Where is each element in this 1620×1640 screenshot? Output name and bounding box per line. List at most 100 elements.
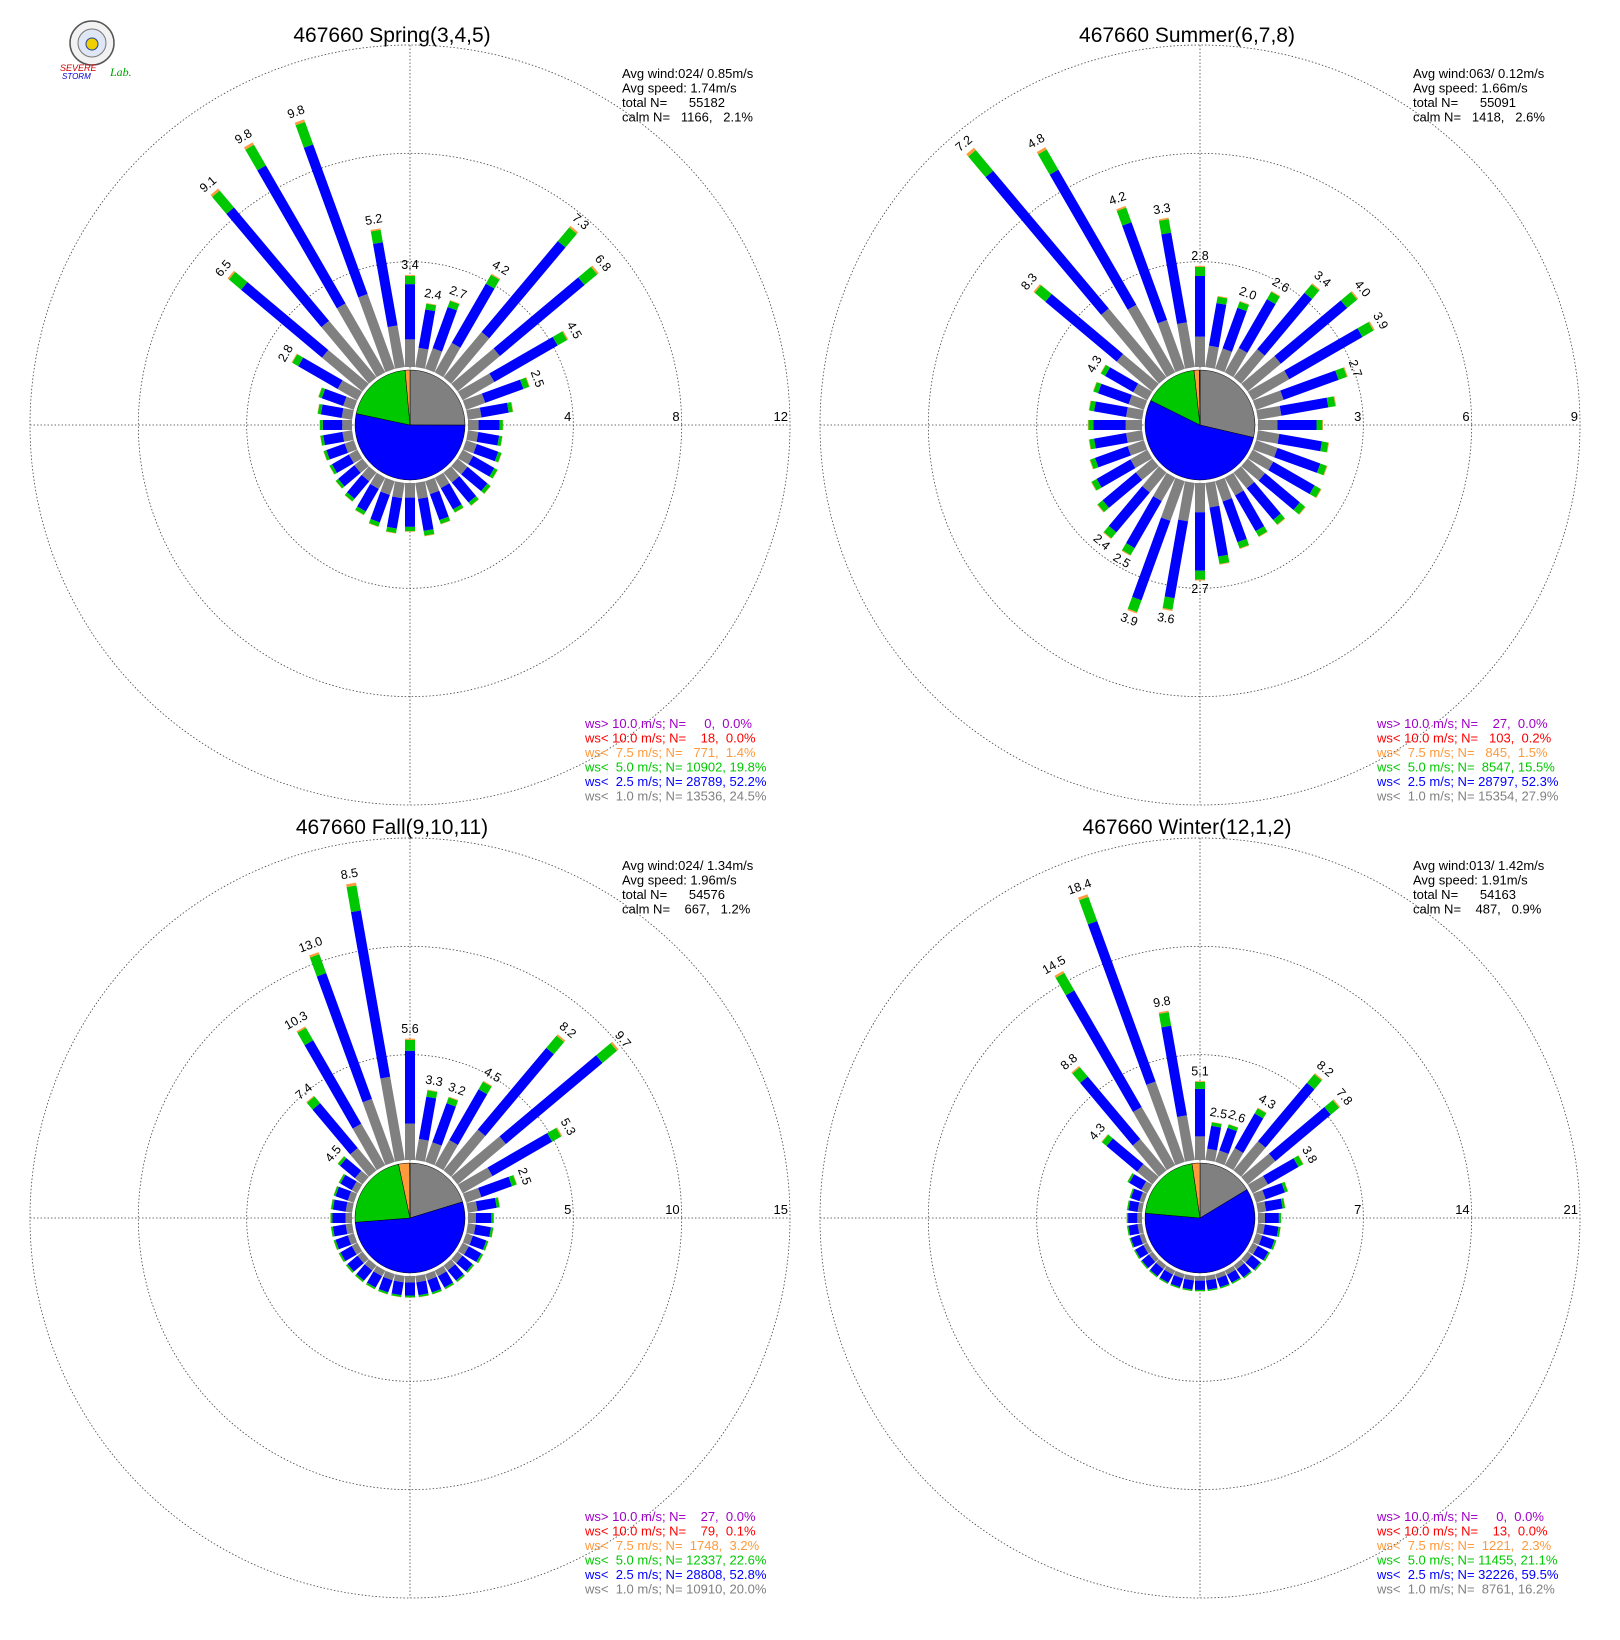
bar-segment <box>336 303 386 378</box>
bar-segment <box>447 300 460 311</box>
bar-segment <box>1158 219 1172 235</box>
bar-segment <box>335 478 345 489</box>
pie-slice <box>404 369 411 426</box>
bar-segment <box>1143 1242 1153 1254</box>
bar-segment <box>210 188 220 197</box>
bar-segment <box>392 481 405 499</box>
bar-segment <box>1036 147 1047 155</box>
bar-segment <box>380 477 395 495</box>
bar-segment <box>425 348 443 373</box>
wind-rose-panel: 467660 Winter(12,1,2)7 14 215.12.52.64.38.… <box>819 816 1581 1599</box>
bar-segment <box>1089 438 1096 450</box>
bar-segment <box>1137 1223 1144 1234</box>
bar-segment <box>1137 1202 1144 1213</box>
bar-segment <box>309 954 327 977</box>
bar-segment <box>466 1263 475 1273</box>
bar-segment <box>1089 400 1096 412</box>
bar-segment <box>1271 1239 1277 1250</box>
bar-segment <box>321 388 347 406</box>
bar-segment <box>569 225 579 234</box>
bar-segment <box>294 119 305 126</box>
bar-segment <box>292 354 304 367</box>
bar-segment <box>457 449 474 465</box>
pie-slice <box>354 413 466 481</box>
bar-segment <box>1211 1122 1222 1128</box>
legend-entry: ws< 10.0 m/s; N= 13, 0.0% <box>1376 1524 1548 1539</box>
bar-segment <box>440 483 462 510</box>
pie-slice <box>1144 1189 1256 1274</box>
bar-segment <box>443 331 490 384</box>
bar-segment <box>1116 207 1132 226</box>
bar-segment <box>415 347 429 369</box>
legend-entry: ws< 2.5 m/s; N= 28797, 52.3% <box>1376 774 1559 789</box>
bar-segment <box>373 1265 386 1277</box>
bar-segment <box>1237 538 1249 549</box>
bar-segment <box>338 1173 346 1184</box>
bar-segment <box>481 483 491 494</box>
bar-segment <box>476 1253 484 1264</box>
bar-segment <box>985 170 1109 315</box>
pie-slice <box>1150 370 1201 426</box>
bar-segment <box>431 1289 442 1295</box>
bar-segment <box>1256 1201 1267 1213</box>
bar-segment <box>339 1158 362 1179</box>
bar-segment <box>415 1274 427 1283</box>
bar-segment <box>457 373 495 401</box>
bar-segment <box>1205 481 1220 508</box>
bar-segment <box>1205 1278 1218 1290</box>
bar-segment <box>462 1233 473 1245</box>
bar-segment <box>1128 1200 1140 1213</box>
bar-segment <box>1280 370 1339 400</box>
bar-segment <box>317 403 323 415</box>
bar-segment <box>1137 1164 1159 1185</box>
bar-segment <box>1216 296 1228 305</box>
bar-segment <box>354 458 369 473</box>
bar-segment <box>427 1276 442 1293</box>
bar-value-label: 2.0 <box>1237 284 1258 303</box>
bar-segment <box>432 1103 456 1146</box>
bar-segment <box>1101 1134 1113 1147</box>
legend-entry: ws< 1.0 m/s; N= 10910, 20.0% <box>584 1582 767 1597</box>
bar-segment <box>329 464 337 475</box>
bar-segment <box>323 450 330 461</box>
bar-segment <box>346 474 370 499</box>
bar-segment <box>1127 596 1142 613</box>
bar-segment <box>212 190 234 214</box>
bar-segment <box>1215 348 1232 373</box>
bar-segment <box>1161 1025 1187 1117</box>
bar-segment <box>1258 1235 1275 1250</box>
panel-title: 467660 Fall(9,10,11) <box>296 816 488 839</box>
bar-segment <box>1091 478 1102 491</box>
bar-segment <box>1215 1270 1227 1279</box>
bar-segment <box>1233 1259 1245 1270</box>
bar-segment <box>1054 970 1065 978</box>
pie-slice <box>1191 1162 1201 1219</box>
bar-segment <box>1101 308 1167 384</box>
bar-segment <box>1148 1251 1159 1263</box>
bar-segment <box>1245 1255 1261 1270</box>
bar-segment <box>1258 473 1300 510</box>
radial-tick-label: 9 <box>1571 409 1578 424</box>
bar-segment <box>546 1035 565 1055</box>
bar-segment <box>1257 292 1313 356</box>
bar-segment <box>547 1127 562 1142</box>
bar-segment <box>1164 519 1189 599</box>
bar-segment <box>499 1055 603 1145</box>
bar-segment <box>331 454 354 473</box>
bar-segment <box>1182 1278 1195 1290</box>
bar-segment <box>1304 284 1320 300</box>
radial-tick-label: 12 <box>774 409 788 424</box>
bar-segment <box>1222 498 1247 543</box>
bar-segment <box>468 496 479 506</box>
bar-segment <box>344 492 355 502</box>
bar-segment <box>415 1138 429 1162</box>
bar-segment <box>1033 284 1042 293</box>
bar-value-label: 13.0 <box>297 934 325 955</box>
bar-segment <box>332 1224 348 1237</box>
bar-segment <box>1164 1265 1176 1275</box>
bar-segment <box>316 973 372 1103</box>
bar-segment <box>425 1270 437 1281</box>
bar-segment <box>1252 1233 1263 1245</box>
bar-segment <box>1218 554 1230 564</box>
bar-segment <box>1090 457 1099 470</box>
